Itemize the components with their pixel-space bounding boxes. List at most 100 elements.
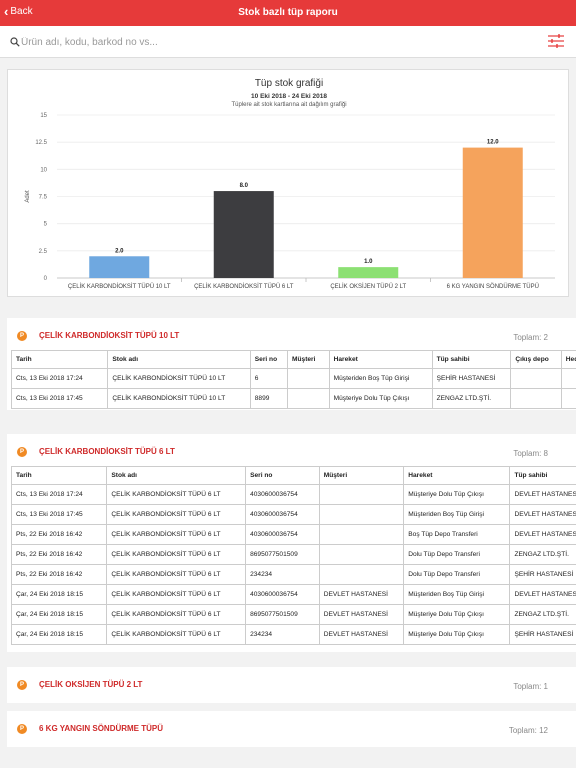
table-cell: ÇELİK KARBONDİOKSİT TÜPÜ 10 LT — [107, 388, 251, 409]
table-cell: ZENGAZ LTD.ŞTİ. — [509, 544, 576, 565]
table-container[interactable]: Tarih Stok adı Seri no Müşteri Hareket Tüp sa… — [11, 466, 576, 645]
table-row[interactable]: Cts, 13 Eki 2018 17:24 ÇELİK KARBONDİOKSİ… — [11, 484, 576, 505]
table-row[interactable]: Çar, 24 Eki 2018 18:15 ÇELİK KARBONDİOKSİ… — [11, 604, 576, 625]
column-header: Stok adı — [107, 350, 251, 369]
section-title: ÇELİK KARBONDİOKSİT TÜPÜ 10 LT — [39, 331, 180, 340]
product-badge-icon: P — [17, 680, 27, 690]
column-header: Seri no — [245, 466, 320, 485]
chevron-left-icon: ‹ — [4, 4, 9, 19]
column-header: Hedef depo — [560, 350, 576, 369]
y-tick-label: 10 — [40, 167, 47, 173]
table-cell: ÇELİK KARBONDİOKSİT TÜPÜ 6 LT — [106, 604, 247, 625]
section-total: Toplam: 12 — [508, 726, 548, 735]
back-label: Back — [10, 6, 33, 17]
x-tick-label: 6 KG YANGIN SÖNDÜRME TÜPÜ — [447, 283, 539, 290]
table-cell: ŞEHİR HASTANESİ — [431, 368, 512, 389]
column-header: Müşteri — [318, 466, 405, 485]
chart-bar — [462, 147, 523, 278]
y-axis-label: Adet — [25, 190, 31, 203]
y-tick-label: 2.5 — [39, 249, 48, 255]
table-row[interactable]: Cts, 13 Eki 2018 17:45 ÇELİK KARBONDİOKSİ… — [11, 504, 576, 525]
section-header[interactable]: P ÇELİK OKSİJEN TÜPÜ 2 LT Toplam: 1 — [7, 667, 576, 703]
table-cell — [287, 388, 330, 409]
table-row[interactable]: Pts, 22 Eki 2018 16:42 ÇELİK KARBONDİOKSİ… — [11, 524, 576, 545]
section-title: ÇELİK OKSİJEN TÜPÜ 2 LT — [39, 680, 143, 689]
section-header[interactable]: P 6 KG YANGIN SÖNDÜRME TÜPÜ Toplam: 12 — [7, 711, 576, 747]
table-row[interactable]: Pts, 22 Eki 2018 16:42 ÇELİK KARBONDİOKSİ… — [11, 544, 576, 565]
table-container[interactable]: Tarih Stok adı Seri no Müşteri Hareket Tüp sa… — [11, 350, 576, 409]
table-cell: ÇELİK KARBONDİOKSİT TÜPÜ 6 LT — [106, 564, 247, 585]
table-cell: Müşteriden Boş Tüp Girişi — [328, 368, 433, 389]
column-header: Tüp sahibi — [431, 350, 512, 369]
search-bar — [0, 26, 576, 58]
column-header: Hareket — [328, 350, 433, 369]
bar-value-label: 2.0 — [115, 248, 124, 254]
table-cell: Müşteriden Boş Tüp Girişi — [403, 504, 511, 525]
table-cell — [318, 564, 405, 585]
column-header: Tüp sahibi — [509, 466, 576, 485]
table-row[interactable]: Çar, 24 Eki 2018 18:15 ÇELİK KARBONDİOKSİ… — [11, 584, 576, 605]
table-header-row: Tarih Stok adı Seri no Müşteri Hareket Tüp sa… — [11, 350, 576, 369]
table-cell: Çar, 24 Eki 2018 18:15 — [11, 584, 108, 605]
back-button[interactable]: ‹ Back — [4, 5, 33, 18]
table-cell: 234234 — [245, 564, 320, 585]
table-row[interactable]: Çar, 24 Eki 2018 18:15 ÇELİK KARBONDİOKSİ… — [11, 624, 576, 645]
table-cell: DEVLET HASTANESİ — [509, 524, 576, 545]
table-cell: DEVLET HASTANESİ — [509, 504, 576, 525]
y-tick-label: 5 — [44, 222, 48, 228]
stock-bar-chart: Tüp stok grafiği 10 Eki 2018 - 24 Eki 201… — [25, 78, 555, 290]
table-cell: 4030600036754 — [245, 584, 320, 605]
section-header[interactable]: P ÇELİK KARBONDİOKSİT TÜPÜ 10 LT Toplam:… — [7, 318, 576, 354]
stock-section[interactable]: P 6 KG YANGIN SÖNDÜRME TÜPÜ Toplam: 12 — [7, 711, 576, 747]
table-cell — [510, 388, 562, 409]
table-cell: ÇELİK KARBONDİOKSİT TÜPÜ 6 LT — [106, 584, 247, 605]
table-row[interactable]: Pts, 22 Eki 2018 16:42 ÇELİK KARBONDİOKSİ… — [11, 564, 576, 585]
movement-table: Tarih Stok adı Seri no Müşteri Hareket Tüp sa… — [11, 350, 576, 409]
table-cell: Müşteriye Dolu Tüp Çıkışı — [403, 484, 511, 505]
table-cell: Boş Tüp Depo Transferi — [403, 524, 511, 545]
bar-value-label: 8.0 — [240, 183, 249, 189]
stock-section[interactable]: P ÇELİK OKSİJEN TÜPÜ 2 LT Toplam: 1 — [7, 667, 576, 703]
product-badge-icon: P — [17, 724, 27, 734]
y-tick-label: 0 — [44, 276, 48, 282]
table-cell: Müşteriye Dolu Tüp Çıkışı — [403, 624, 511, 645]
section-total: Toplam: 2 — [513, 333, 548, 342]
table-cell: ÇELİK KARBONDİOKSİT TÜPÜ 6 LT — [106, 624, 247, 645]
table-cell: Dolu Tüp Depo Transferi — [403, 564, 511, 585]
table-cell: ÇELİK KARBONDİOKSİT TÜPÜ 10 LT — [107, 368, 251, 389]
table-cell: Pts, 22 Eki 2018 16:42 — [11, 564, 108, 585]
table-cell: ZENGAZ LTD.ŞTİ. — [431, 388, 512, 409]
table-cell: Cts, 13 Eki 2018 17:45 — [11, 388, 109, 409]
table-cell: DEVLET HASTANESİ — [509, 584, 576, 605]
table-row[interactable]: Cts, 13 Eki 2018 17:45 ÇELİK KARBONDİOKSİ… — [11, 388, 576, 409]
table-cell: ÇELİK KARBONDİOKSİT TÜPÜ 6 LT — [106, 504, 247, 525]
bar-value-label: 12.0 — [487, 140, 499, 146]
table-cell — [318, 524, 405, 545]
y-tick-label: 7.5 — [39, 195, 48, 201]
table-cell: 8695077501509 — [245, 544, 320, 565]
table-cell — [560, 368, 576, 389]
table-cell: ZENGAZ LTD.ŞTİ. — [509, 604, 576, 625]
table-cell — [318, 504, 405, 525]
table-cell: Çar, 24 Eki 2018 18:15 — [11, 624, 108, 645]
table-cell: Müşteriye Dolu Tüp Çıkışı — [403, 604, 511, 625]
table-cell: 4030600036754 — [245, 524, 320, 545]
section-header[interactable]: P ÇELİK KARBONDİOKSİT TÜPÜ 6 LT Toplam: … — [7, 434, 576, 470]
filter-sliders-icon[interactable] — [548, 34, 564, 48]
chart-subtitle: 10 Eki 2018 - 24 Eki 2018 — [251, 93, 327, 100]
table-cell: ŞEHİR HASTANESİ — [509, 564, 576, 585]
table-row[interactable]: Cts, 13 Eki 2018 17:24 ÇELİK KARBONDİOKSİ… — [11, 368, 576, 389]
search-input[interactable] — [21, 34, 521, 50]
x-tick-label: ÇELİK KARBONDİOKSİT TÜPÜ 6 LT — [194, 283, 294, 290]
table-cell: Pts, 22 Eki 2018 16:42 — [11, 524, 108, 545]
table-cell: 6 — [249, 368, 289, 389]
stock-section: P ÇELİK KARBONDİOKSİT TÜPÜ 10 LT Toplam:… — [7, 318, 576, 410]
x-tick-label: ÇELİK KARBONDİOKSİT TÜPÜ 10 LT — [68, 283, 171, 290]
table-cell: Cts, 13 Eki 2018 17:24 — [11, 484, 108, 505]
table-cell: Çar, 24 Eki 2018 18:15 — [11, 604, 108, 625]
stock-section: P ÇELİK KARBONDİOKSİT TÜPÜ 6 LT Toplam: … — [7, 434, 576, 652]
section-title: 6 KG YANGIN SÖNDÜRME TÜPÜ — [39, 724, 164, 733]
x-tick-label: ÇELİK OKSİJEN TÜPÜ 2 LT — [330, 283, 406, 290]
table-cell: DEVLET HASTANESİ — [318, 624, 405, 645]
table-cell: ÇELİK KARBONDİOKSİT TÜPÜ 6 LT — [106, 484, 247, 505]
